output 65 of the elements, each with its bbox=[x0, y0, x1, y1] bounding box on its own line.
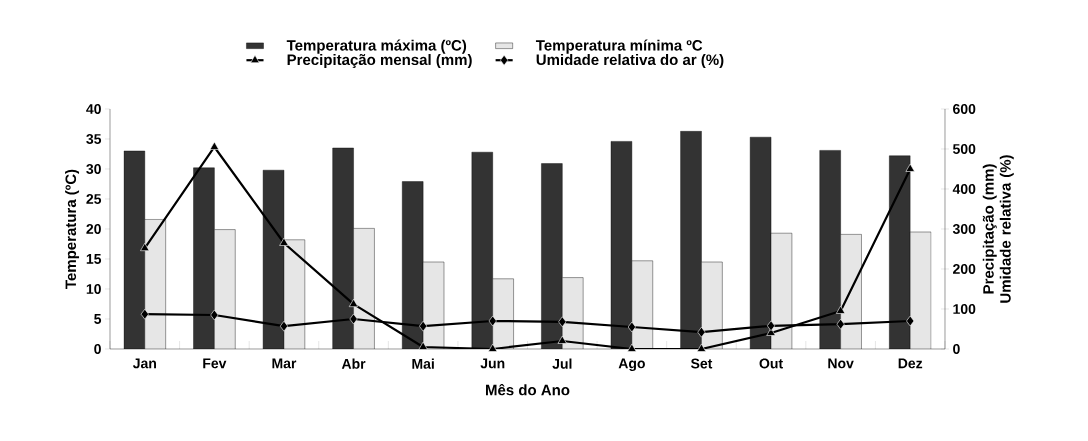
x-tick-label: Ago bbox=[618, 358, 645, 372]
point bbox=[488, 315, 497, 327]
y-tick-label: 5 bbox=[94, 314, 102, 324]
point bbox=[140, 308, 149, 320]
legend-label: Umidade relativa do ar (%) bbox=[536, 54, 724, 68]
y-axis-title: Temperatura (ºC) bbox=[65, 169, 80, 289]
point bbox=[279, 320, 289, 332]
point bbox=[906, 315, 915, 327]
y2-tick-label: 600 bbox=[953, 104, 976, 114]
bar bbox=[193, 167, 215, 349]
x-tick-label: Jan bbox=[132, 358, 156, 369]
x-tick-label: Jun bbox=[480, 358, 505, 369]
point bbox=[488, 343, 498, 352]
point bbox=[349, 313, 358, 325]
point bbox=[766, 320, 776, 332]
y2-axis-title: Precipitação (mm) Umidade relativa (%) bbox=[982, 155, 1014, 303]
point bbox=[835, 305, 846, 314]
point bbox=[279, 237, 289, 246]
legend-label: Precipitação mensal (mm) bbox=[287, 54, 472, 68]
x-tick-label: Mai bbox=[412, 358, 434, 369]
point bbox=[905, 163, 915, 172]
point bbox=[627, 321, 636, 333]
y-tick-label: 0 bbox=[94, 344, 101, 354]
point bbox=[209, 141, 220, 150]
point bbox=[558, 316, 567, 328]
x-tick-label: Nov bbox=[828, 358, 854, 369]
bar bbox=[680, 131, 702, 349]
x-axis-title: Mês do Ano bbox=[486, 383, 570, 396]
point bbox=[210, 309, 219, 321]
x-tick-label: Mar bbox=[272, 358, 297, 369]
y2-tick-label: 100 bbox=[953, 304, 976, 314]
legend-label: Temperatura máxima (ºC) bbox=[286, 39, 467, 54]
bar bbox=[332, 147, 354, 349]
point bbox=[348, 298, 359, 307]
y-tick-label: 15 bbox=[86, 254, 102, 264]
x-tick-label: Dez bbox=[898, 358, 923, 369]
y2-tick-label: 500 bbox=[952, 144, 976, 154]
x-tick-label: Out bbox=[759, 358, 783, 369]
point bbox=[627, 343, 637, 352]
x-tick-label: Abr bbox=[341, 358, 366, 369]
y-tick-label: 35 bbox=[86, 134, 102, 144]
x-tick-label: Set bbox=[690, 358, 713, 369]
y2-tick-label: 0 bbox=[953, 344, 960, 354]
y2-tick-label: 400 bbox=[952, 184, 976, 194]
y-tick-label: 10 bbox=[86, 284, 101, 294]
y-tick-label: 40 bbox=[86, 104, 101, 114]
point bbox=[418, 341, 428, 350]
point bbox=[836, 318, 845, 330]
y2-tick-label: 200 bbox=[953, 264, 976, 274]
point bbox=[697, 326, 706, 338]
y-tick-label: 30 bbox=[86, 164, 101, 174]
x-tick-label: Jul bbox=[552, 358, 572, 369]
bar bbox=[889, 155, 911, 349]
bar bbox=[471, 152, 493, 349]
point bbox=[696, 343, 707, 352]
point bbox=[140, 242, 150, 251]
point bbox=[557, 335, 567, 344]
x-tick-label: Fev bbox=[203, 358, 227, 369]
y-tick-label: 20 bbox=[86, 224, 101, 234]
y2-tick-label: 300 bbox=[952, 224, 976, 234]
legend-label: Temperatura mínima ºC bbox=[535, 39, 703, 54]
point bbox=[419, 320, 428, 332]
y-tick-label: 25 bbox=[86, 194, 102, 204]
bar bbox=[541, 163, 563, 349]
bar bbox=[819, 150, 841, 349]
